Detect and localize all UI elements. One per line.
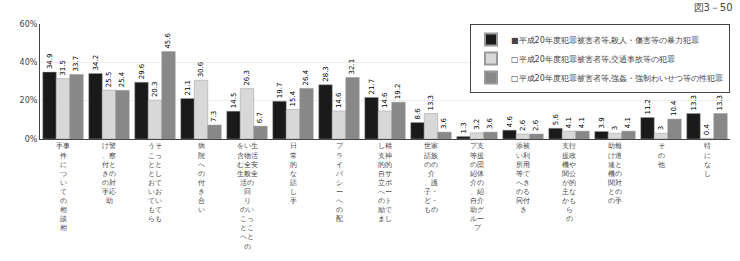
svg-text:病院への付き合い: 病院への付き合い [197, 142, 205, 214]
svg-text:助報け道連と機の関対とのの手: 助報け道連と機の関対とのの手 [608, 142, 622, 205]
svg-text:34.9: 34.9 [46, 54, 54, 70]
svg-text:7.3: 7.3 [210, 111, 218, 122]
svg-text:14.5: 14.5 [230, 93, 238, 109]
svg-text:し精支神的的自サ立ポへーのト励でまし: し精支神的的自サ立ポへーのト励でまし [378, 142, 393, 223]
svg-text:3.2: 3.2 [473, 119, 481, 130]
svg-text:0%: 0% [25, 135, 38, 144]
svg-text:45.6: 45.6 [164, 32, 172, 48]
svg-text:うそこっとととしおていおていもてらも: うそこっとととしおていおていもてらも [148, 142, 162, 223]
svg-text:33.7: 33.7 [72, 56, 80, 72]
svg-text:その他: その他 [658, 142, 665, 168]
svg-text:1.3: 1.3 [460, 122, 468, 133]
svg-text:25.4: 25.4 [118, 71, 126, 87]
svg-text:4.1: 4.1 [578, 117, 586, 128]
svg-text:8.6: 8.6 [414, 108, 422, 120]
svg-text:日常的な話し手: 日常的な話し手 [290, 142, 297, 205]
svg-text:0.4: 0.4 [703, 124, 711, 136]
svg-text:■平成20年度犯罪被害者等,殺人・傷害等の暴力犯罪: ■平成20年度犯罪被害者等,殺人・傷害等の暴力犯罪 [511, 36, 699, 45]
svg-text:手事件についての相談相: 手事件についての相談相 [56, 142, 70, 232]
svg-text:26.4: 26.4 [302, 69, 310, 85]
svg-text:3.6: 3.6 [440, 117, 448, 129]
svg-text:プライバシーへの配: プライバシーへの配 [335, 142, 344, 223]
svg-text:13.3: 13.3 [690, 95, 698, 111]
svg-text:6.7: 6.7 [256, 112, 264, 123]
svg-text:3: 3 [611, 126, 619, 130]
svg-text:け警、察付ときのの対手応助: け警、察付ときのの対手応助 [101, 142, 116, 205]
svg-text:2.6: 2.6 [532, 119, 540, 131]
svg-text:5.6: 5.6 [552, 114, 560, 126]
svg-text:60%: 60% [20, 20, 38, 29]
svg-text:プ支等援の団紹体介の、紹自介助グループ: プ支等援の団紹体介の、紹自介助グループ [469, 142, 485, 232]
svg-text:3.9: 3.9 [598, 117, 606, 128]
svg-text:11.2: 11.2 [644, 99, 652, 115]
svg-text:20%: 20% [20, 96, 38, 105]
svg-text:25.5: 25.5 [105, 72, 113, 88]
svg-text:2.6: 2.6 [519, 119, 527, 131]
svg-text:10.4: 10.4 [670, 100, 678, 116]
svg-text:添被い利所用等でへきのる同付き: 添被い利所用等でへきのる同付き [516, 142, 531, 214]
svg-text:20.3: 20.3 [151, 81, 159, 97]
svg-text:28.3: 28.3 [322, 66, 330, 82]
svg-text:図3－50: 図3－50 [694, 2, 733, 13]
svg-text:14.6: 14.6 [381, 92, 389, 108]
svg-text:13.3: 13.3 [716, 95, 724, 111]
svg-text:3.6: 3.6 [486, 117, 494, 129]
svg-text:19.2: 19.2 [394, 84, 402, 100]
svg-text:30.6: 30.6 [197, 61, 205, 77]
svg-text:特になし: 特になし [704, 142, 711, 177]
svg-text:4.1: 4.1 [565, 117, 573, 128]
svg-text:40%: 40% [20, 58, 38, 67]
svg-text:15.4: 15.4 [289, 90, 297, 106]
svg-text:□平成20年度犯罪被害者等,強姦・強制わいせつ等の性犯罪: □平成20年度犯罪被害者等,強姦・強制わいせつ等の性犯罪 [511, 74, 723, 83]
svg-text:32.1: 32.1 [348, 59, 356, 75]
svg-text:世家話族のの介、護子・ど・もの: 世家話族のの介、護子・ど・もの [424, 142, 438, 214]
svg-text:支行援政機や関公が的主なかもらの: 支行援政機や関公が的主なかもらの [562, 142, 576, 223]
svg-text:26.3: 26.3 [243, 70, 251, 86]
svg-text:□平成20年度犯罪被害者等,交通事故等の犯罪: □平成20年度犯罪被害者等,交通事故等の犯罪 [511, 55, 675, 64]
svg-text:をい生含物活む全安生般全活の回りのいこっとこへとの: をい生含物活む全安生般全活の回りのいこっとこへとの [237, 142, 258, 250]
svg-text:4.1: 4.1 [624, 117, 632, 128]
svg-text:4.6: 4.6 [506, 116, 514, 128]
svg-text:14.6: 14.6 [335, 92, 343, 108]
svg-text:21.1: 21.1 [184, 80, 192, 96]
svg-text:29.6: 29.6 [138, 63, 146, 79]
svg-text:19.7: 19.7 [276, 83, 284, 99]
svg-text:21.7: 21.7 [368, 79, 376, 95]
svg-text:31.5: 31.5 [59, 60, 67, 76]
svg-text:13.3: 13.3 [427, 95, 435, 111]
svg-text:34.2: 34.2 [92, 55, 100, 71]
svg-text:3: 3 [657, 126, 665, 130]
